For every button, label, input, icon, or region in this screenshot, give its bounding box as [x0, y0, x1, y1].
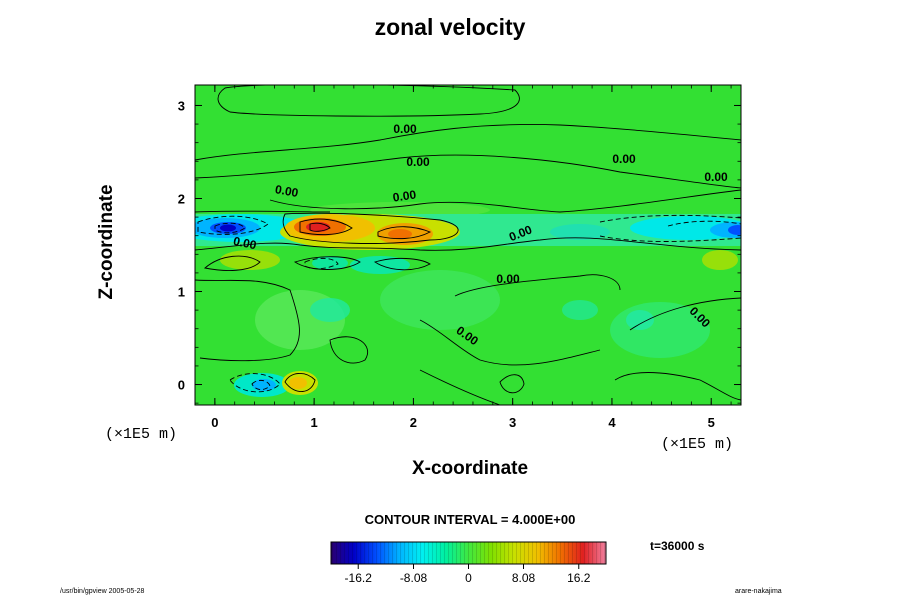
plot-frame	[194, 84, 742, 406]
colorbar-tick-label: -8.08	[400, 571, 428, 585]
colorbar-tick-label: 16.2	[567, 571, 591, 585]
negative-contours	[197, 214, 741, 393]
x-unit-right: (×1E5 m)	[661, 436, 734, 453]
contour-lines	[195, 85, 741, 405]
chart-title: zonal velocity	[374, 14, 526, 40]
colorbar-tick-label: -16.2	[345, 571, 373, 585]
y-tick-label: 1	[178, 285, 185, 300]
contour-label: 0.00	[392, 187, 417, 204]
contour-label: 0.00	[274, 182, 300, 200]
y-tick-label: 0	[178, 378, 185, 393]
contour-label: 0.00	[232, 234, 258, 253]
footer-command: /usr/bin/gpview 2005-05-28	[60, 588, 145, 595]
axes: 0 1 2 3 4 5 0 1 2 3	[178, 85, 741, 430]
velocity-field	[195, 85, 741, 405]
contour-label: 0.00	[406, 155, 430, 169]
colorbar-tick-label: 0	[465, 571, 472, 585]
colorbar-tick-label: 8.08	[512, 571, 536, 585]
colorbar-levels	[331, 542, 606, 564]
x-tick-label: 2	[410, 415, 417, 430]
colorbar: -16.2 -8.08 0 8.08 16.2	[330, 541, 607, 585]
x-tick-label: 0	[211, 415, 218, 430]
time-stamp: t=36000 s	[650, 539, 705, 553]
x-tick-label: 5	[708, 415, 715, 430]
y-axis-label: Z-coordinate	[96, 184, 117, 300]
y-tick-label: 2	[178, 191, 185, 206]
x-unit-left: (×1E5 m)	[105, 426, 178, 443]
x-axis-label: X-coordinate	[411, 458, 529, 479]
contour-label: 0.00	[393, 122, 417, 136]
x-tick-label: 1	[311, 415, 318, 430]
x-tick-label: 4	[608, 415, 616, 430]
y-tick-label: 3	[178, 98, 185, 113]
contour-interval-text: CONTOUR INTERVAL = 4.000E+00	[364, 512, 576, 527]
x-tick-label: 3	[509, 415, 516, 430]
contour-label: 0.00	[496, 272, 520, 286]
footer-author: arare-nakajima	[735, 588, 782, 595]
contour-label: 0.00	[612, 152, 636, 166]
contour-label: 0.00	[704, 170, 728, 184]
